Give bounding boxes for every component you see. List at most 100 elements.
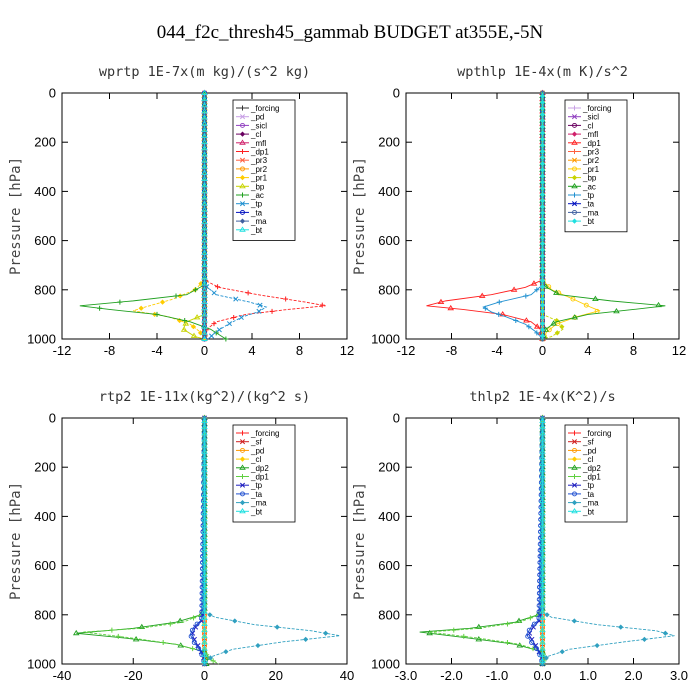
data-point <box>193 314 201 320</box>
panel-title: wprtp 1E-7x(m kg)/(s^2 kg) <box>99 64 310 80</box>
legend-entry: _tp <box>250 481 263 490</box>
data-point <box>201 151 208 157</box>
series-line <box>76 418 209 665</box>
legend-entry: _forcing <box>250 429 279 438</box>
data-point <box>208 333 215 339</box>
data-point <box>539 657 546 663</box>
data-point <box>159 299 166 305</box>
data-point <box>210 658 216 664</box>
data-point <box>451 627 457 633</box>
data-point <box>233 296 239 302</box>
y-axis-label: Pressure [hPa] <box>8 482 24 600</box>
legend-marker <box>239 201 246 207</box>
data-point <box>201 534 208 540</box>
legend-entry: _ta <box>582 200 595 209</box>
data-point <box>510 286 518 292</box>
legend-entry: _pr2 <box>582 156 600 165</box>
legend-entry: _ma <box>582 499 599 508</box>
y-tick-label: 1000 <box>27 657 56 672</box>
legend-marker <box>239 439 246 445</box>
data-point <box>199 609 205 615</box>
data-point <box>201 632 208 639</box>
data-point <box>523 293 529 299</box>
figure-title: 044_f2c_thresh45_gammab BUDGET at355E,-5… <box>157 22 544 43</box>
legend-marker <box>239 464 246 470</box>
y-tick-label: 0 <box>393 411 400 426</box>
y-tick-label: 600 <box>378 233 400 248</box>
series-line <box>182 93 205 340</box>
data-point <box>201 145 208 151</box>
data-point <box>201 120 208 126</box>
x-tick-label: 1.0 <box>579 668 597 683</box>
legend-marker <box>571 439 578 445</box>
data-point <box>539 509 546 516</box>
data-point <box>529 640 535 645</box>
legend-marker <box>240 149 245 154</box>
y-tick-label: 400 <box>34 509 56 524</box>
data-point <box>201 522 208 528</box>
data-point <box>201 583 208 590</box>
data-point <box>269 308 275 314</box>
data-point <box>201 311 208 317</box>
data-point <box>303 636 309 642</box>
data-point <box>513 318 519 324</box>
data-point <box>226 321 232 327</box>
data-point <box>201 224 208 231</box>
data-point <box>475 636 483 642</box>
data-point <box>553 289 560 295</box>
legend-marker <box>572 491 577 497</box>
data-point <box>193 287 199 293</box>
data-point <box>534 646 539 652</box>
x-tick-label: -20 <box>124 668 143 683</box>
data-point <box>539 179 546 185</box>
legend-marker <box>571 175 578 181</box>
legend-entry: _pr3 <box>582 148 600 157</box>
legend-entry: _bp <box>250 182 265 191</box>
legend-entry: _ta <box>250 208 263 217</box>
data-point <box>539 302 546 308</box>
data-point <box>426 629 433 636</box>
y-tick-label: 200 <box>34 135 56 150</box>
data-point <box>539 198 546 204</box>
data-point <box>539 491 546 497</box>
legend-entry: _dp1 <box>582 139 601 148</box>
data-point <box>461 633 467 639</box>
data-point <box>182 318 188 324</box>
y-tick-label: 400 <box>34 184 56 199</box>
data-point <box>539 528 546 534</box>
y-axis-label: Pressure [hPa] <box>352 157 368 275</box>
series-line <box>204 93 268 340</box>
series-line <box>542 93 601 340</box>
data-point <box>539 485 546 491</box>
data-point <box>207 655 214 661</box>
data-point <box>201 430 208 436</box>
data-point <box>72 629 80 636</box>
legend-marker <box>571 139 578 145</box>
x-tick-label: 8 <box>296 343 303 358</box>
data-point <box>539 130 546 136</box>
series-line <box>482 93 543 340</box>
legend-marker <box>239 500 246 506</box>
data-point <box>496 311 502 317</box>
data-point <box>554 330 560 336</box>
data-point <box>154 311 160 317</box>
data-point <box>201 546 208 553</box>
data-point <box>543 655 549 661</box>
data-point <box>201 335 208 341</box>
data-point <box>201 559 208 565</box>
data-point <box>539 565 546 571</box>
data-point <box>138 623 146 630</box>
data-point <box>539 136 546 142</box>
legend-entry: _sf <box>582 438 594 447</box>
y-tick-label: 800 <box>378 282 400 297</box>
data-point <box>526 324 532 330</box>
legend-marker <box>571 114 578 120</box>
data-point <box>207 612 213 618</box>
data-point <box>201 218 208 225</box>
y-tick-label: 0 <box>393 86 400 101</box>
data-point <box>201 329 208 335</box>
data-point <box>201 200 208 206</box>
data-point <box>537 553 543 559</box>
x-tick-label: -8 <box>104 343 116 358</box>
series-tp <box>482 90 545 342</box>
